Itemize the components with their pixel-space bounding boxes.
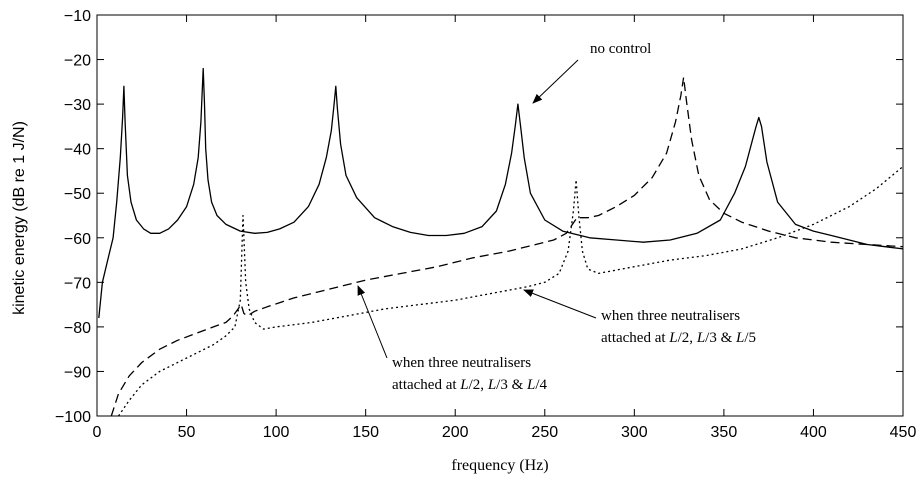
annotation-no-control-arrow bbox=[532, 59, 579, 104]
plot-border bbox=[96, 14, 904, 417]
annotation-neutralisers-L5: when three neutralisers attached at L/2,… bbox=[523, 289, 756, 346]
x-tick-label: 450 bbox=[890, 424, 917, 441]
y-tick-label: −20 bbox=[64, 53, 91, 70]
annotation-neutralisers-L4: when three neutralisers attached at L/2,… bbox=[357, 285, 548, 393]
annotation-no-control-text: no control bbox=[590, 41, 651, 57]
x-tick-label: 200 bbox=[442, 424, 469, 441]
annotation-no-control: no control bbox=[532, 41, 651, 104]
series-line-dotted bbox=[117, 165, 904, 417]
y-tick-label: −10 bbox=[64, 8, 91, 25]
y-tick-label: −90 bbox=[64, 364, 91, 381]
series-line-solid bbox=[98, 67, 904, 319]
x-tick-label: 300 bbox=[621, 424, 648, 441]
x-tick-label: 100 bbox=[263, 424, 290, 441]
annotation-L5-line1: when three neutralisers bbox=[601, 308, 740, 324]
plot-frame bbox=[96, 14, 904, 417]
x-tick-label: 150 bbox=[352, 424, 379, 441]
x-tick-label: 50 bbox=[178, 424, 196, 441]
y-tick-label: −40 bbox=[64, 142, 91, 159]
x-tick-label: 350 bbox=[711, 424, 738, 441]
annotation-L4-line1: when three neutralisers bbox=[392, 355, 531, 371]
annotation-L4-arrow bbox=[357, 285, 388, 359]
annotation-L5-arrow bbox=[523, 289, 597, 319]
y-tick-label: −30 bbox=[64, 97, 91, 114]
series-layer bbox=[98, 67, 904, 417]
x-tick-label: 400 bbox=[800, 424, 827, 441]
y-tick-label: −70 bbox=[64, 275, 91, 292]
annotation-L4-line2: attached at L/2, L/3 & L/4 bbox=[392, 377, 548, 393]
x-tick-label: 0 bbox=[93, 424, 102, 441]
y-axis-label: kinetic energy (dB re 1 J/N) bbox=[11, 121, 28, 315]
y-tick-label: −60 bbox=[64, 231, 91, 248]
x-tick-label: 250 bbox=[531, 424, 558, 441]
x-axis-label: frequency (Hz) bbox=[451, 457, 548, 474]
annotation-L5-line2: attached at L/2, L/3 & L/5 bbox=[601, 330, 756, 346]
y-tick-label: −80 bbox=[64, 320, 91, 337]
y-tick-label: −100 bbox=[55, 409, 91, 426]
axis-ticks: 0 50 100 150 200 250 300 350 400 450 −100 −90 −80 −70… bbox=[55, 8, 916, 441]
y-tick-label: −50 bbox=[64, 186, 91, 203]
